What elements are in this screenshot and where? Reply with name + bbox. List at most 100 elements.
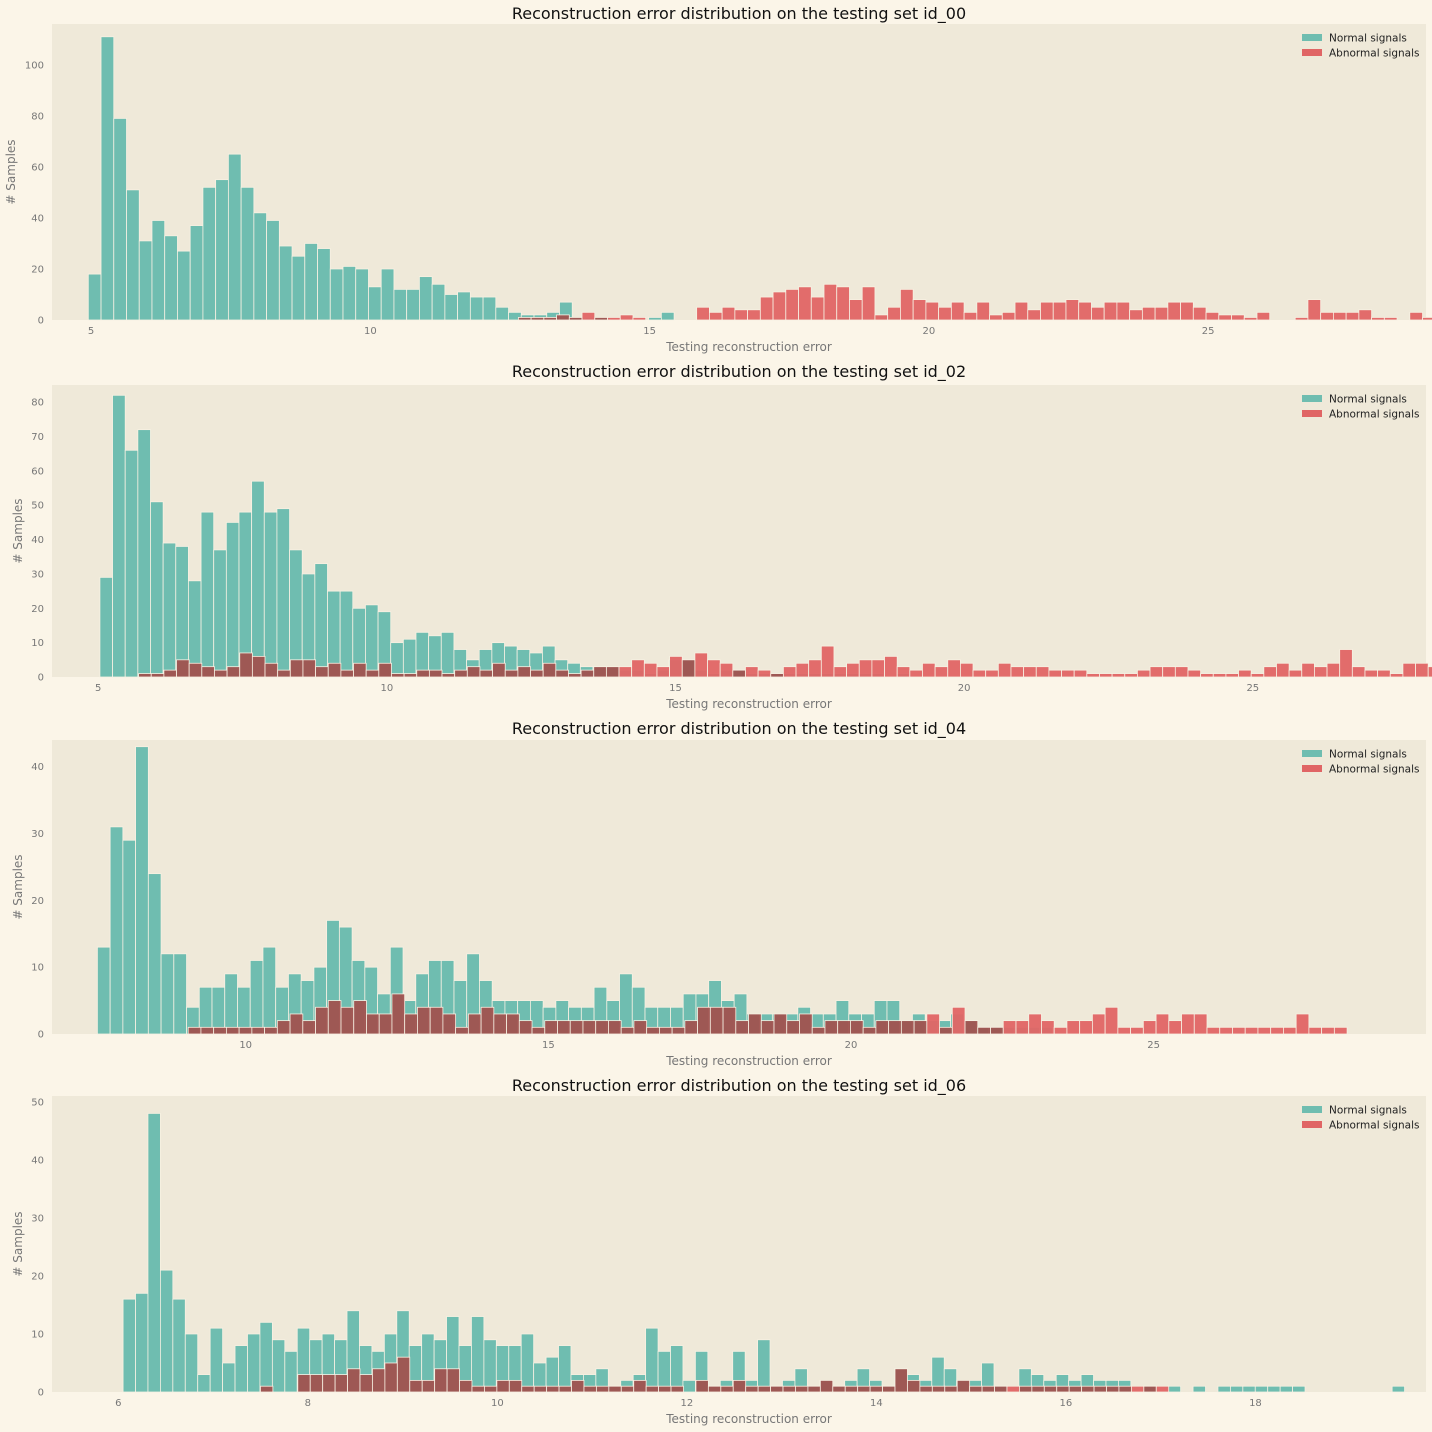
bar-abnormal [1308, 1026, 1323, 1035]
bar-abnormal [201, 666, 215, 678]
bar-abnormal [658, 1026, 673, 1035]
bar-abnormal [1332, 311, 1347, 321]
bar-abnormal [947, 659, 961, 678]
x-axis-label: Testing reconstruction error [665, 340, 832, 354]
bar-abnormal [455, 1026, 469, 1035]
y-axis-label: # Samples [4, 139, 18, 204]
bar-abnormal [1006, 1385, 1020, 1393]
y-tick-label: 0 [38, 673, 44, 684]
bar-abnormal [832, 1385, 846, 1393]
bar-abnormal [200, 1026, 215, 1035]
bar-normal [197, 1374, 211, 1393]
bar-abnormal [951, 1006, 966, 1035]
bar-normal [682, 1379, 696, 1393]
bar-normal [109, 826, 124, 1035]
bar-abnormal [391, 993, 406, 1035]
bar-normal [1229, 1385, 1244, 1393]
y-axis-label: # Samples [11, 1211, 25, 1276]
bar-abnormal [416, 669, 430, 678]
bar-abnormal [811, 1026, 826, 1035]
bar-normal [122, 1298, 136, 1393]
bar-abnormal [471, 1385, 485, 1393]
legend: Normal signals Abnormal signals [1302, 1105, 1420, 1132]
bar-abnormal [745, 666, 759, 678]
bar-abnormal [620, 1026, 635, 1035]
legend-swatch-abnormal [1302, 410, 1322, 417]
bar-abnormal [620, 1385, 635, 1393]
bar-abnormal [857, 1385, 871, 1393]
bar-abnormal [795, 1385, 809, 1393]
bar-abnormal [919, 1385, 933, 1393]
bar-abnormal [480, 1006, 495, 1035]
bar-abnormal [632, 317, 647, 321]
bar-abnormal [1345, 311, 1360, 321]
bar-abnormal [799, 1013, 813, 1035]
bar-abnormal [421, 1379, 436, 1393]
bar-abnormal [403, 673, 418, 678]
bar-abnormal [276, 1020, 291, 1035]
bar-abnormal [849, 299, 863, 321]
bar-normal [1391, 1385, 1405, 1393]
histogram-chart-1: Reconstruction error distribution on the… [11, 362, 1432, 711]
bar-normal [126, 189, 140, 321]
bar-abnormal [926, 1013, 940, 1035]
bar-normal [444, 294, 459, 321]
bar-normal [660, 311, 675, 321]
bar-abnormal [1116, 301, 1131, 321]
bar-abnormal [694, 652, 708, 678]
bar-abnormal [707, 1385, 722, 1393]
bar-abnormal [289, 659, 304, 678]
bar-normal [558, 1345, 572, 1393]
y-tick-label: 20 [31, 1271, 44, 1282]
y-tick-label: 50 [31, 1097, 44, 1108]
x-tick-label: 8 [305, 1398, 311, 1409]
bar-abnormal [1124, 673, 1138, 678]
bar-abnormal [1283, 1026, 1297, 1035]
bar-normal [222, 1362, 236, 1393]
bar-abnormal [1056, 1385, 1070, 1393]
bar-abnormal [695, 1379, 709, 1393]
bar-abnormal [378, 1013, 393, 1035]
bar-abnormal [580, 669, 595, 678]
x-axis-label: Testing reconstruction error [665, 1054, 832, 1068]
bar-abnormal [542, 662, 557, 678]
y-tick-label: 20 [31, 264, 44, 275]
y-tick-label: 10 [31, 1329, 44, 1340]
bar-normal [291, 255, 306, 321]
bar-abnormal [605, 666, 620, 678]
bar-abnormal [719, 662, 734, 678]
bar-abnormal [568, 673, 582, 678]
bar-abnormal [820, 645, 835, 678]
bar-abnormal [1187, 669, 1202, 678]
bar-normal [1254, 1385, 1269, 1393]
bar-abnormal [239, 652, 253, 678]
bar-abnormal [770, 1385, 784, 1393]
bar-abnormal [176, 659, 190, 678]
bar-abnormal [594, 317, 608, 321]
bar-abnormal [187, 1026, 202, 1035]
bar-abnormal [1010, 666, 1025, 678]
y-tick-label: 40 [31, 213, 44, 224]
x-tick-label: 20 [958, 683, 971, 694]
bar-abnormal [558, 1385, 572, 1393]
bar-abnormal [823, 283, 838, 321]
bar-abnormal [707, 659, 721, 678]
bar-abnormal [708, 311, 723, 321]
bar-abnormal [931, 1385, 946, 1393]
bar-abnormal [530, 317, 545, 321]
bar-normal [276, 508, 290, 678]
bar-abnormal [633, 1379, 647, 1393]
bar-abnormal [994, 1385, 1008, 1393]
bar-abnormal [568, 317, 583, 321]
bar-abnormal [446, 1368, 460, 1393]
bar-abnormal [858, 659, 873, 678]
legend-swatch-normal [1302, 34, 1322, 41]
bar-normal [251, 480, 265, 678]
bar-normal [271, 1339, 286, 1393]
legend-label-abnormal: Abnormal signals [1329, 1120, 1420, 1132]
bar-abnormal [504, 669, 519, 678]
bar-abnormal [454, 669, 468, 678]
x-tick-label: 20 [845, 1040, 858, 1051]
bar-abnormal [347, 1368, 361, 1393]
bar-abnormal [656, 666, 671, 678]
